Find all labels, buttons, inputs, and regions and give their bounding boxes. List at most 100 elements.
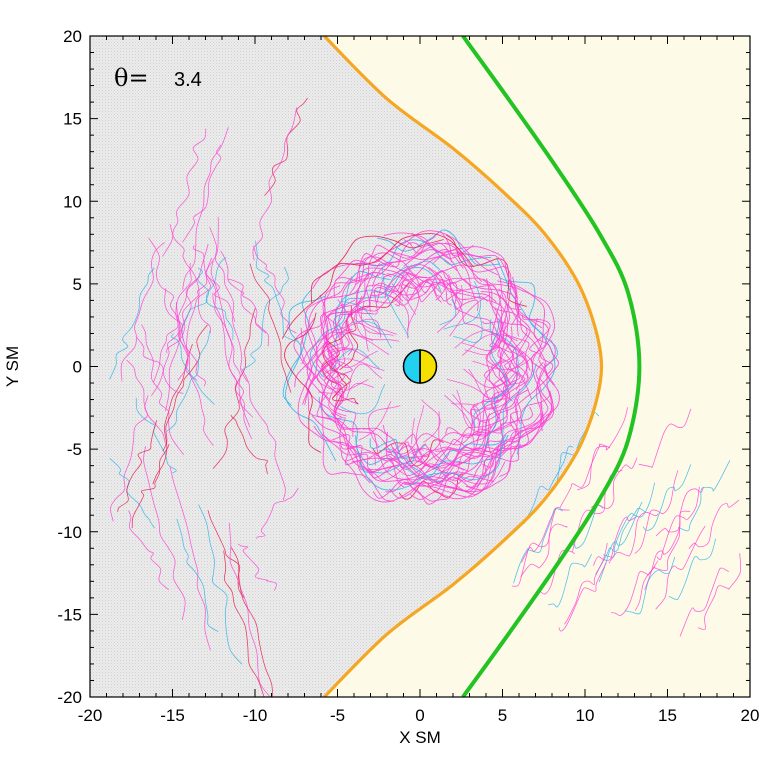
field-line bbox=[369, 278, 463, 305]
field-line bbox=[332, 440, 465, 481]
field-line bbox=[309, 270, 390, 378]
field-line bbox=[509, 339, 556, 441]
field-line bbox=[464, 410, 520, 482]
field-line bbox=[390, 250, 543, 350]
field-line bbox=[564, 542, 608, 625]
field-line bbox=[449, 294, 491, 337]
field-line bbox=[413, 395, 508, 469]
field-line bbox=[143, 446, 186, 620]
field-line bbox=[386, 273, 420, 331]
field-line bbox=[176, 518, 219, 633]
field-line bbox=[326, 347, 369, 359]
field-line bbox=[282, 295, 327, 406]
field-line bbox=[507, 277, 555, 426]
y-tick-label: 5 bbox=[73, 275, 82, 294]
field-line bbox=[349, 248, 464, 294]
field-line bbox=[249, 263, 292, 393]
field-line bbox=[438, 277, 529, 391]
field-line bbox=[330, 412, 424, 462]
field-line bbox=[521, 314, 554, 376]
field-line bbox=[169, 466, 211, 651]
field-line bbox=[120, 242, 165, 382]
field-line bbox=[355, 256, 458, 308]
field-line bbox=[398, 439, 485, 468]
field-line bbox=[324, 313, 359, 405]
x-tick-label: 10 bbox=[576, 706, 595, 725]
field-line bbox=[306, 272, 392, 400]
field-line bbox=[253, 245, 297, 334]
field-line bbox=[316, 393, 360, 450]
y-tick-label: -15 bbox=[57, 605, 82, 624]
field-line bbox=[340, 301, 382, 335]
field-line bbox=[576, 407, 628, 491]
field-line bbox=[230, 414, 268, 474]
field-line bbox=[165, 243, 209, 412]
field-line bbox=[358, 400, 392, 441]
x-tick-label: 15 bbox=[658, 706, 677, 725]
magnetosphere-region bbox=[90, 36, 602, 697]
field-line bbox=[382, 267, 410, 338]
field-line bbox=[346, 382, 375, 400]
field-line bbox=[678, 460, 731, 532]
field-line bbox=[638, 408, 692, 469]
field-line bbox=[348, 363, 383, 390]
magnetopause-boundary bbox=[323, 36, 604, 697]
field-line bbox=[355, 239, 492, 267]
field-line bbox=[368, 280, 442, 313]
field-line bbox=[445, 234, 527, 307]
y-tick-label: 15 bbox=[63, 110, 82, 129]
field-line bbox=[109, 458, 155, 529]
field-line bbox=[182, 144, 222, 243]
field-line bbox=[344, 460, 506, 503]
field-line bbox=[446, 378, 489, 399]
field-line bbox=[242, 266, 289, 371]
field-line bbox=[337, 298, 381, 335]
field-line bbox=[456, 389, 513, 433]
field-line bbox=[340, 272, 443, 352]
field-line bbox=[237, 543, 277, 591]
field-line bbox=[472, 354, 536, 371]
field-line bbox=[558, 562, 607, 632]
field-line bbox=[358, 318, 382, 338]
bow-shock-boundary bbox=[461, 36, 642, 697]
field-line bbox=[410, 442, 508, 501]
field-line bbox=[443, 281, 481, 330]
field-line bbox=[255, 241, 297, 342]
field-line bbox=[297, 327, 371, 484]
field-line bbox=[444, 394, 473, 428]
field-line bbox=[697, 553, 742, 630]
field-line bbox=[498, 276, 558, 367]
field-line bbox=[435, 412, 544, 495]
field-line bbox=[293, 294, 326, 405]
field-line bbox=[634, 526, 681, 611]
field-line bbox=[445, 242, 522, 310]
field-line bbox=[591, 457, 638, 509]
field-line bbox=[332, 331, 390, 355]
field-line bbox=[197, 267, 234, 340]
field-line bbox=[608, 511, 659, 564]
y-tick-label: 0 bbox=[73, 358, 82, 377]
field-line bbox=[340, 383, 386, 415]
x-tick-label: 20 bbox=[741, 706, 760, 725]
x-tick-label: -20 bbox=[78, 706, 103, 725]
field-line bbox=[136, 337, 184, 394]
field-line bbox=[411, 418, 415, 444]
field-line bbox=[595, 507, 646, 575]
field-line bbox=[523, 445, 574, 525]
field-line bbox=[141, 324, 184, 455]
y-tick-label: 20 bbox=[63, 27, 82, 46]
field-line bbox=[356, 269, 411, 312]
x-tick-label: 0 bbox=[415, 706, 424, 725]
field-line bbox=[313, 426, 395, 502]
field-line bbox=[439, 413, 541, 484]
field-lines-group bbox=[109, 97, 742, 697]
field-line bbox=[435, 388, 521, 457]
field-line bbox=[294, 276, 353, 388]
field-line bbox=[454, 329, 490, 349]
field-line bbox=[117, 419, 158, 513]
field-line bbox=[533, 318, 560, 432]
field-line bbox=[655, 525, 706, 610]
field-line bbox=[386, 412, 491, 471]
field-line bbox=[323, 342, 393, 456]
field-line bbox=[406, 279, 417, 316]
